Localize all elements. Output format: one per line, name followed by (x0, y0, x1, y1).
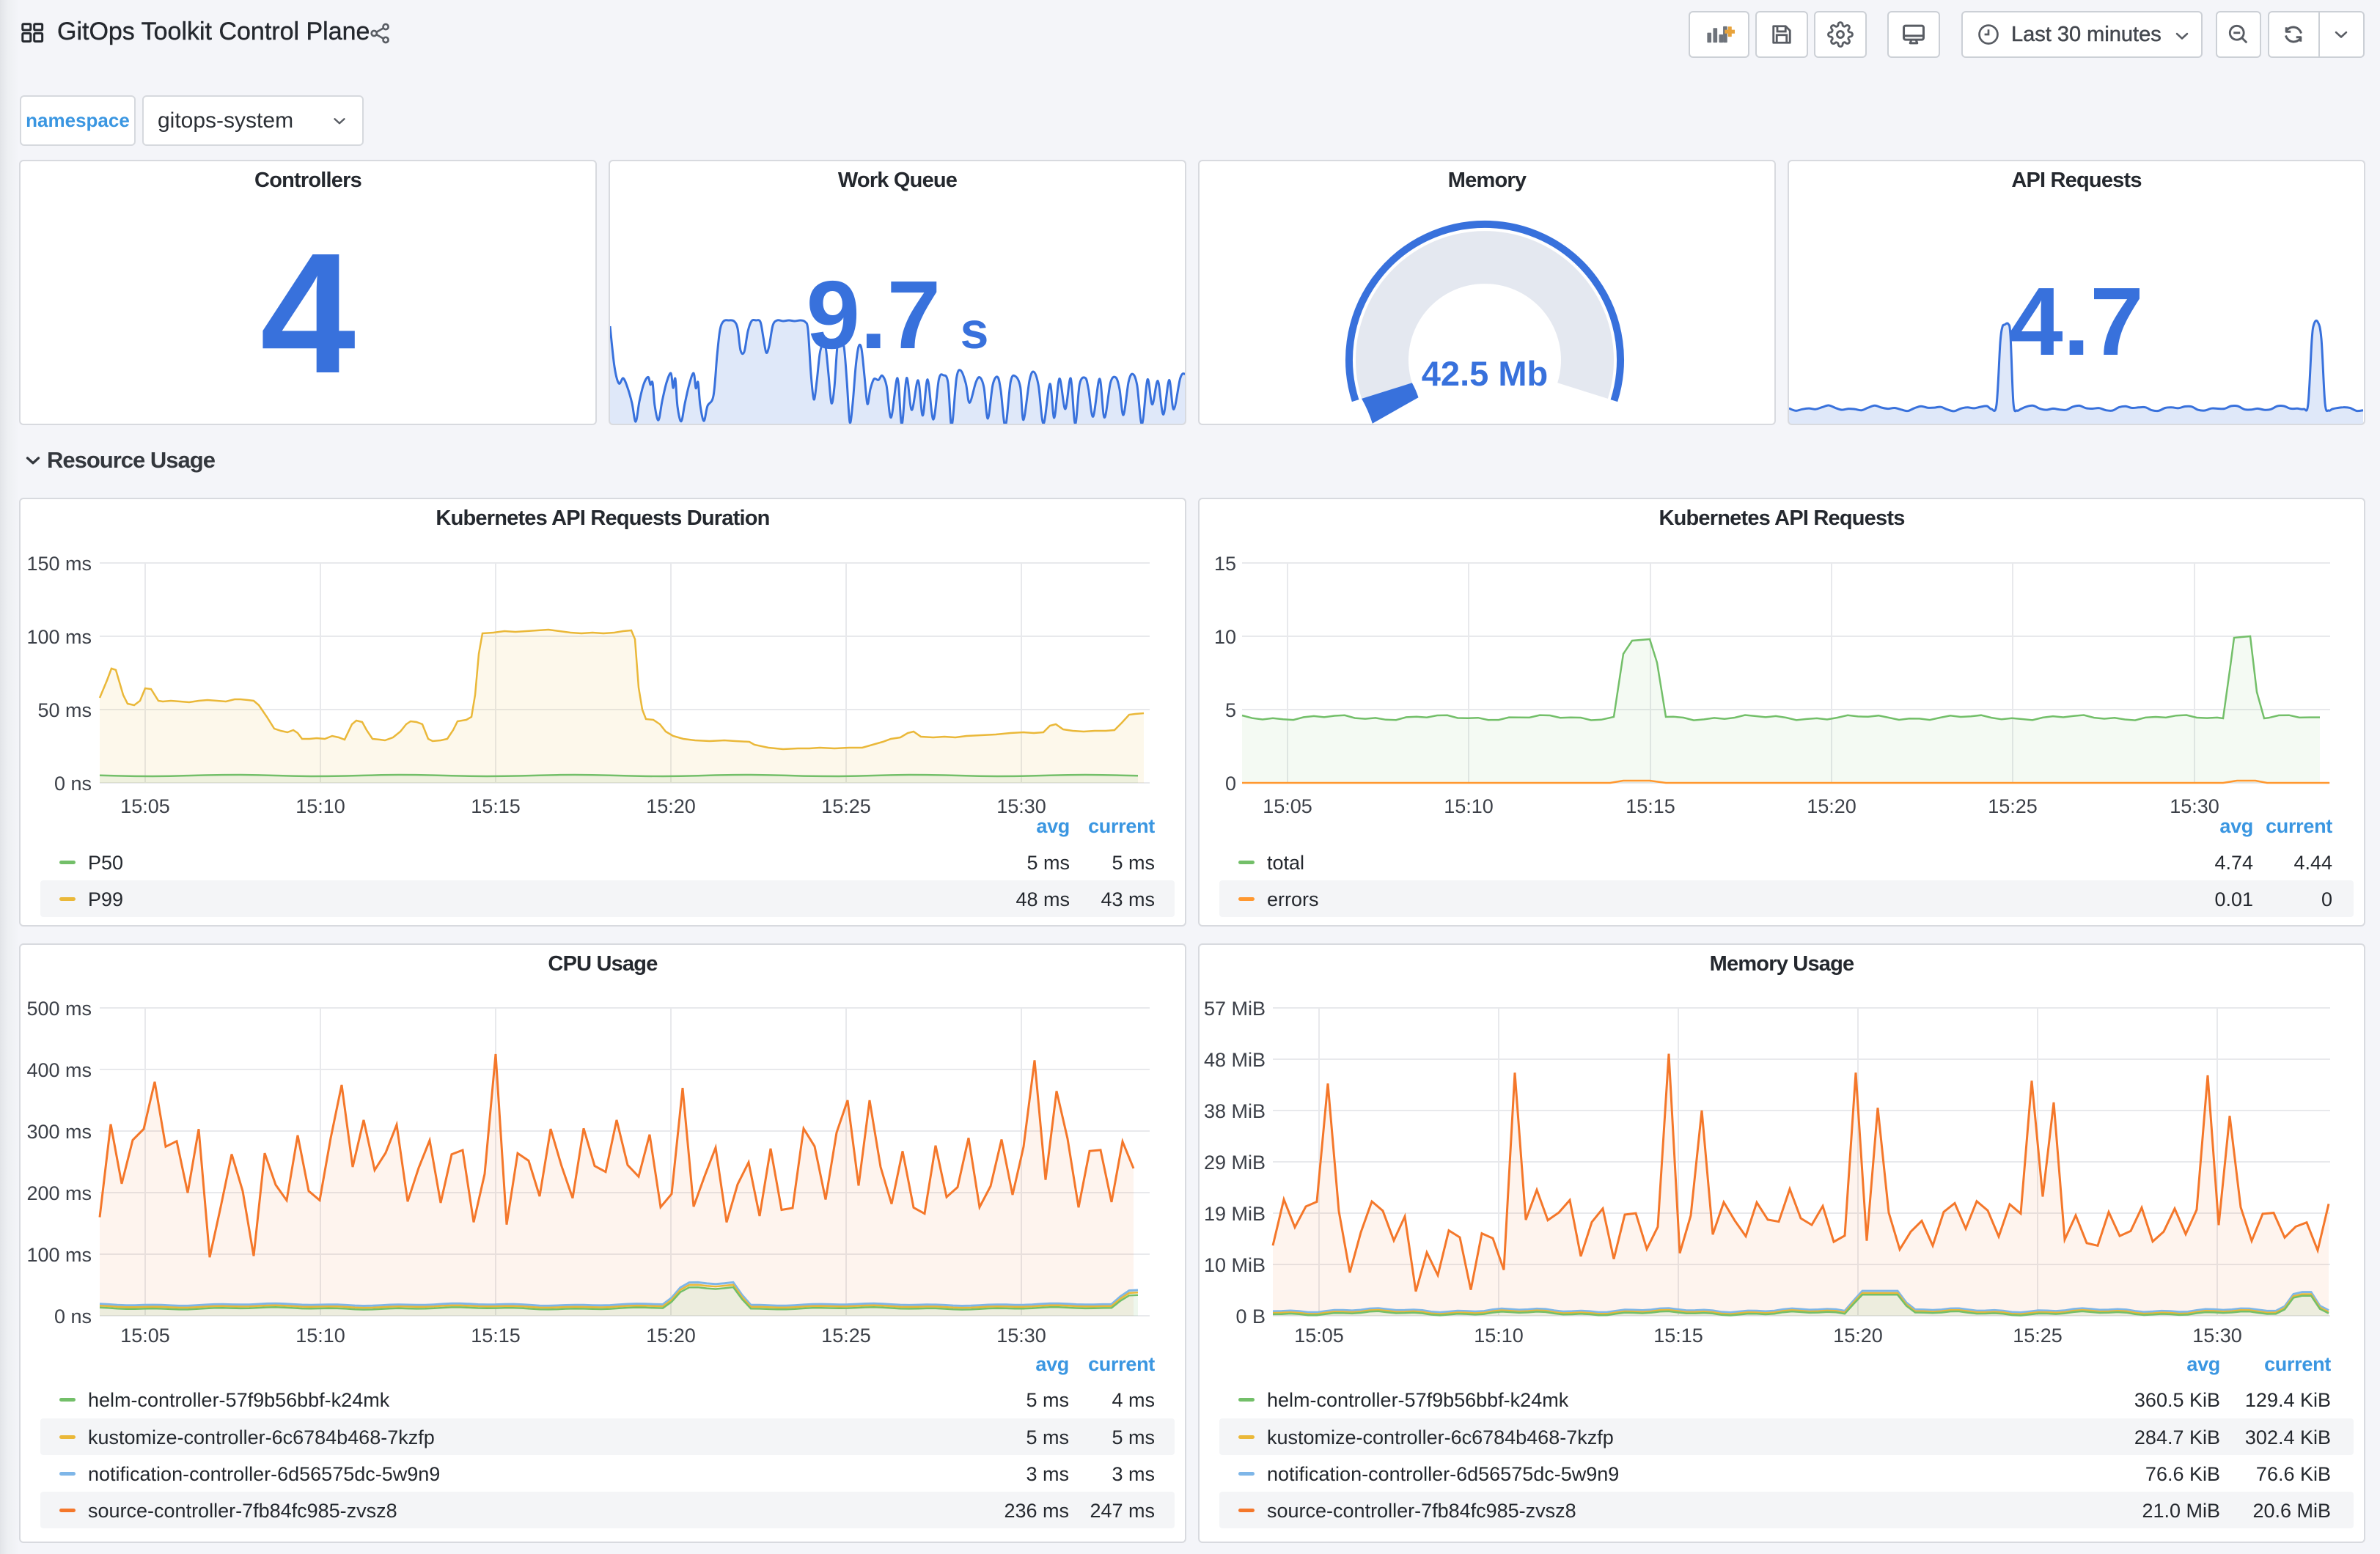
svg-text:15:15: 15:15 (471, 795, 521, 817)
svg-text:15:05: 15:05 (1263, 795, 1312, 817)
svg-text:15:15: 15:15 (1653, 1325, 1703, 1347)
svg-text:0 ns: 0 ns (54, 1306, 92, 1327)
svg-text:42.5 Mb: 42.5 Mb (1422, 354, 1548, 393)
svg-text:50 ms: 50 ms (37, 699, 92, 721)
svg-text:15:10: 15:10 (295, 1325, 345, 1347)
svg-text:19 MiB: 19 MiB (1204, 1203, 1266, 1225)
svg-text:15: 15 (1214, 553, 1236, 575)
svg-text:15:05: 15:05 (120, 1325, 170, 1347)
svg-text:150 ms: 150 ms (26, 553, 92, 575)
svg-text:5: 5 (1225, 699, 1236, 721)
svg-text:15:25: 15:25 (1988, 795, 2038, 817)
svg-text:29 MiB: 29 MiB (1204, 1152, 1266, 1174)
svg-text:15:25: 15:25 (821, 1325, 871, 1347)
svg-text:15:25: 15:25 (821, 795, 871, 817)
svg-text:15:20: 15:20 (646, 1325, 696, 1347)
svg-text:15:30: 15:30 (996, 795, 1046, 817)
svg-text:15:10: 15:10 (295, 795, 345, 817)
svg-text:500 ms: 500 ms (26, 998, 92, 1020)
svg-text:300 ms: 300 ms (26, 1121, 92, 1143)
svg-text:0 ns: 0 ns (54, 773, 92, 795)
svg-text:15:20: 15:20 (646, 795, 696, 817)
svg-text:15:15: 15:15 (471, 1325, 521, 1347)
svg-text:15:15: 15:15 (1626, 795, 1675, 817)
svg-text:15:10: 15:10 (1474, 1325, 1524, 1347)
svg-text:15:20: 15:20 (1807, 795, 1856, 817)
svg-text:15:30: 15:30 (996, 1325, 1046, 1347)
svg-text:15:05: 15:05 (1294, 1325, 1344, 1347)
svg-text:15:30: 15:30 (2170, 795, 2219, 817)
svg-text:15:30: 15:30 (2192, 1325, 2242, 1347)
svg-text:0 B: 0 B (1235, 1306, 1266, 1327)
svg-text:10: 10 (1214, 626, 1236, 648)
svg-text:100 ms: 100 ms (26, 1244, 92, 1266)
svg-text:15:20: 15:20 (1833, 1325, 1883, 1347)
svg-text:0: 0 (1225, 773, 1236, 795)
svg-text:38 MiB: 38 MiB (1204, 1100, 1266, 1122)
svg-text:15:25: 15:25 (2013, 1325, 2063, 1347)
svg-text:10 MiB: 10 MiB (1204, 1254, 1266, 1276)
svg-text:15:10: 15:10 (1444, 795, 1494, 817)
svg-text:400 ms: 400 ms (26, 1059, 92, 1081)
svg-text:57 MiB: 57 MiB (1204, 998, 1266, 1020)
svg-text:15:05: 15:05 (120, 795, 170, 817)
svg-text:48 MiB: 48 MiB (1204, 1049, 1266, 1071)
svg-text:100 ms: 100 ms (26, 626, 92, 648)
svg-text:200 ms: 200 ms (26, 1182, 92, 1204)
